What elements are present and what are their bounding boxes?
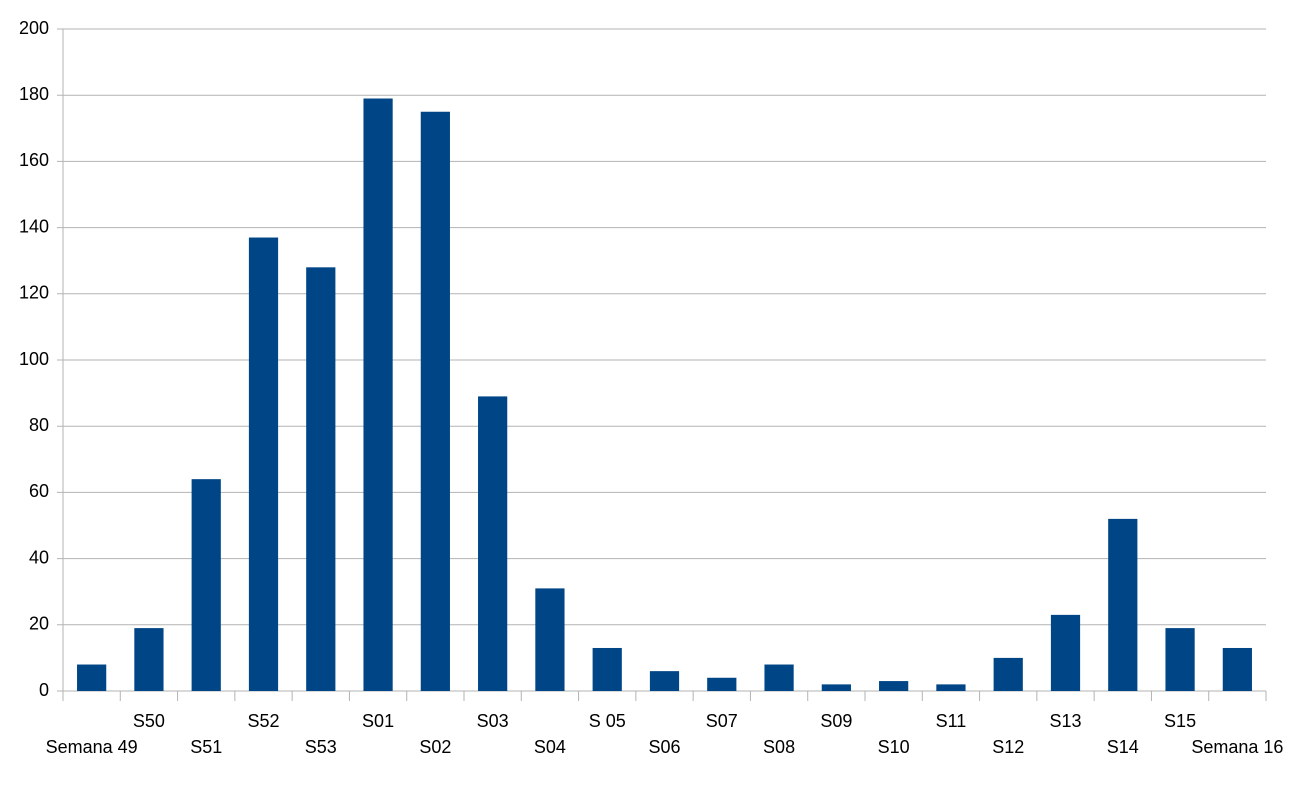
x-tick-label: S11 (936, 711, 967, 731)
y-tick-label: 20 (29, 614, 49, 634)
y-tick-label: 100 (19, 349, 49, 369)
x-tick-label: S51 (190, 737, 222, 757)
bar (879, 681, 909, 691)
x-tick-label: S52 (247, 711, 279, 731)
x-tick-label: S04 (534, 737, 566, 757)
bar (1108, 518, 1138, 691)
x-tick-label: S02 (419, 737, 451, 757)
bar (821, 684, 851, 691)
x-tick-label: S08 (763, 737, 795, 757)
bar (764, 664, 794, 691)
bar (1050, 614, 1081, 691)
y-tick-label: 40 (29, 547, 49, 567)
x-tick-label: S01 (362, 711, 394, 731)
bar (649, 671, 680, 691)
bar (191, 479, 221, 691)
x-tick-label: S 05 (589, 711, 626, 731)
bar (1222, 647, 1252, 691)
bar (1165, 628, 1195, 691)
x-tick-label: S03 (477, 711, 509, 731)
bar (993, 657, 1023, 691)
x-tick-label: Semana 49 (46, 737, 138, 757)
x-tick-label: S13 (1049, 711, 1081, 731)
y-tick-label: 200 (19, 18, 49, 38)
bar (478, 396, 508, 691)
x-tick-label: S50 (133, 711, 165, 731)
bar (306, 267, 336, 691)
bar (535, 588, 565, 691)
bar (707, 677, 737, 691)
y-tick-label: 180 (19, 84, 49, 104)
bar (363, 98, 393, 691)
bar (420, 111, 450, 691)
x-tick-label: S06 (648, 737, 680, 757)
x-tick-label: S09 (820, 711, 852, 731)
x-tick-label: S07 (706, 711, 738, 731)
x-tick-label: S12 (992, 737, 1024, 757)
y-tick-label: 140 (19, 216, 49, 236)
x-tick-label: S53 (305, 737, 337, 757)
x-tick-label: S15 (1164, 711, 1196, 731)
x-tick-label: Semana 16 (1191, 737, 1283, 757)
x-tick-label: S10 (878, 737, 910, 757)
bar (936, 684, 966, 691)
bar (592, 647, 622, 691)
y-tick-label: 0 (39, 680, 49, 700)
y-tick-label: 60 (29, 481, 49, 501)
y-tick-label: 160 (19, 150, 49, 170)
y-tick-label: 80 (29, 415, 49, 435)
y-tick-label: 120 (19, 283, 49, 303)
bar (77, 664, 107, 691)
bar (134, 628, 164, 691)
x-tick-label: S14 (1107, 737, 1139, 757)
bar (248, 237, 279, 691)
